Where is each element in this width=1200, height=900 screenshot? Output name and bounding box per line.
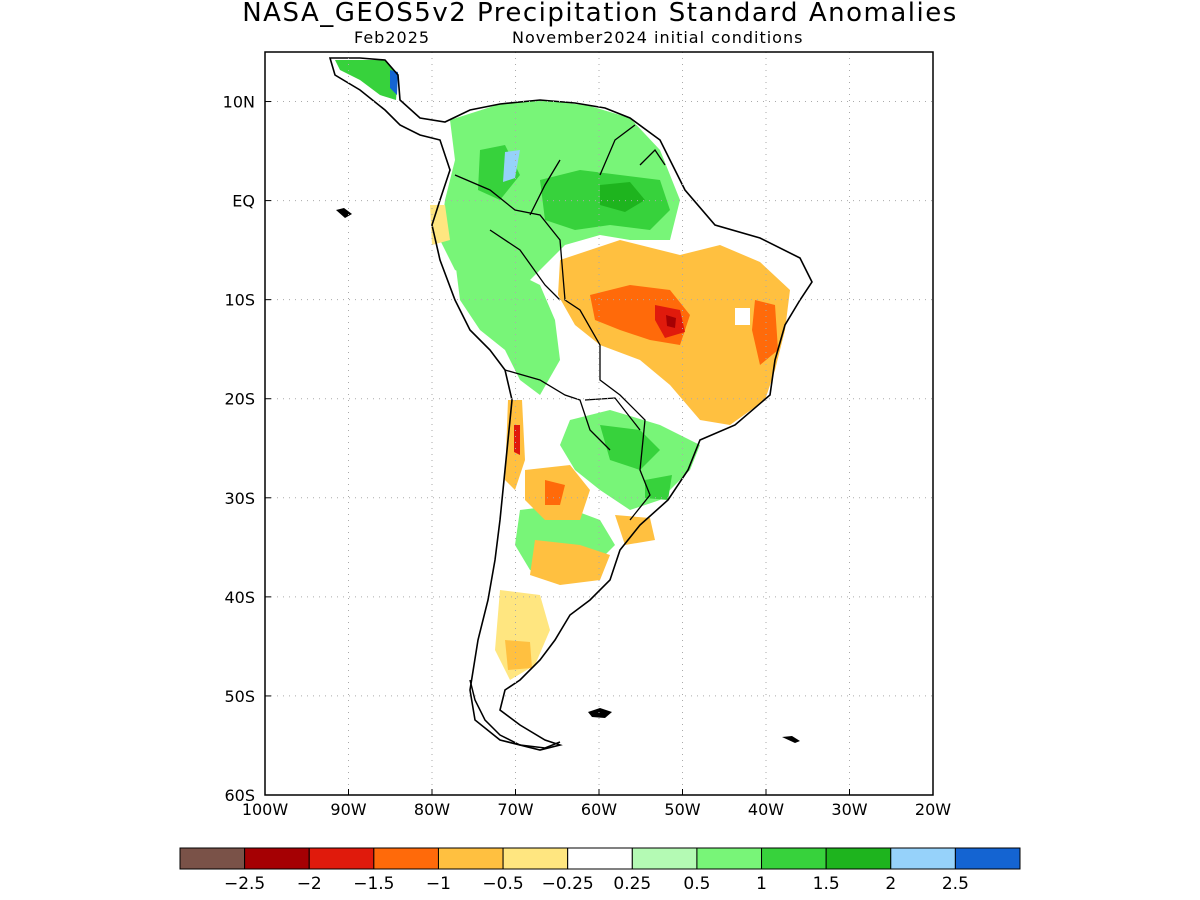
lon-tick-label: 30W — [831, 800, 867, 819]
lat-tick-label: 10S — [224, 291, 255, 310]
wet-west-amazon — [455, 260, 560, 395]
colorbar-label: −1 — [426, 874, 451, 894]
colorbar-box — [954, 847, 1021, 870]
dry-argentina-core — [545, 480, 565, 505]
lon-tick-label: 60W — [581, 800, 617, 819]
colorbar-box — [244, 847, 310, 870]
colorbar-box — [890, 847, 956, 870]
valid-month-label: Feb2025 — [354, 28, 431, 47]
colorbar-box — [631, 847, 698, 870]
colorbar-label: 1.5 — [813, 874, 840, 894]
wet-central-america — [335, 60, 398, 100]
continent-outline — [328, 57, 813, 751]
longitude-axis: 100W 90W 80W 70W 60W 50W 40W 30W 20W — [242, 789, 951, 819]
colorbar-label: 2.5 — [942, 874, 969, 894]
dry-patagonia-core — [505, 640, 532, 670]
galapagos-islands — [336, 208, 352, 218]
latitude-axis: 10N EQ 10S 20S 30S 40S 50S 60S — [223, 93, 271, 805]
anomaly-map: 100W 90W 80W 70W 60W 50W 40W 30W 20W 10N EQ 10S 20S… — [223, 51, 951, 819]
lon-tick-label: 50W — [664, 800, 700, 819]
map-title: NASA_GEOS5v2 Precipitation Standard Anom… — [242, 0, 958, 28]
colorbar-box — [696, 847, 763, 870]
wet-highlight — [503, 150, 520, 182]
colorbar-box — [179, 847, 246, 870]
lat-tick-label: 30S — [224, 489, 255, 508]
tierra-del-fuego — [469, 679, 561, 749]
colorbar-label: 0.5 — [683, 874, 710, 894]
colorbar-label: −0.5 — [482, 874, 523, 894]
south-georgia — [782, 736, 800, 743]
country-borders — [454, 124, 666, 521]
dry-brazil-peak — [666, 315, 676, 328]
colorbar-box — [567, 847, 633, 870]
dry-chile-core — [514, 425, 520, 455]
colorbar-label: −0.25 — [542, 874, 594, 894]
wet-north-core — [600, 182, 645, 212]
colorbar-box — [761, 847, 827, 870]
dry-brazil-core — [590, 285, 778, 365]
lon-tick-label: 70W — [497, 800, 533, 819]
anomaly-fields — [330, 58, 812, 750]
lon-tick-label: 90W — [330, 800, 366, 819]
lat-tick-label: 10N — [223, 93, 255, 112]
lat-tick-label: 20S — [224, 390, 255, 409]
lat-tick-label: 40S — [224, 588, 255, 607]
dry-patagonia — [430, 205, 550, 680]
colorbar-label: −2 — [297, 874, 322, 894]
colorbar-boxes — [179, 847, 1021, 870]
falkland-islands — [588, 708, 612, 718]
lon-tick-label: 80W — [414, 800, 450, 819]
lat-tick-label: 60S — [224, 786, 255, 805]
colorbar-label: −2.5 — [224, 874, 265, 894]
lon-tick-label: 100W — [242, 800, 289, 819]
wet-highlight-ca — [390, 70, 398, 95]
lat-tick-label: EQ — [232, 192, 255, 211]
colorbar-label: 0.25 — [613, 874, 651, 894]
lon-tick-label: 20W — [915, 800, 951, 819]
colorbar-box — [437, 847, 504, 870]
lon-tick-label: 40W — [748, 800, 784, 819]
colorbar-box — [308, 847, 375, 870]
colorbar-label: −1.5 — [353, 874, 394, 894]
lat-tick-label: 50S — [224, 687, 255, 706]
wet-south-core — [600, 425, 672, 500]
colorbar-box — [502, 847, 569, 870]
colorbar-box — [373, 847, 439, 870]
dry-white-spot — [735, 308, 750, 325]
coastlines — [328, 57, 813, 751]
colorbar-labels: −2.5 −2 −1.5 −1 −0.5 −0.25 0.25 0.5 1 1.5 2 2.5 — [224, 874, 969, 894]
colorbar-label: 2 — [885, 874, 896, 894]
initial-conditions-label: November2024 initial conditions — [512, 28, 804, 47]
colorbar-label: 1 — [756, 874, 767, 894]
colorbar-box — [825, 847, 892, 870]
